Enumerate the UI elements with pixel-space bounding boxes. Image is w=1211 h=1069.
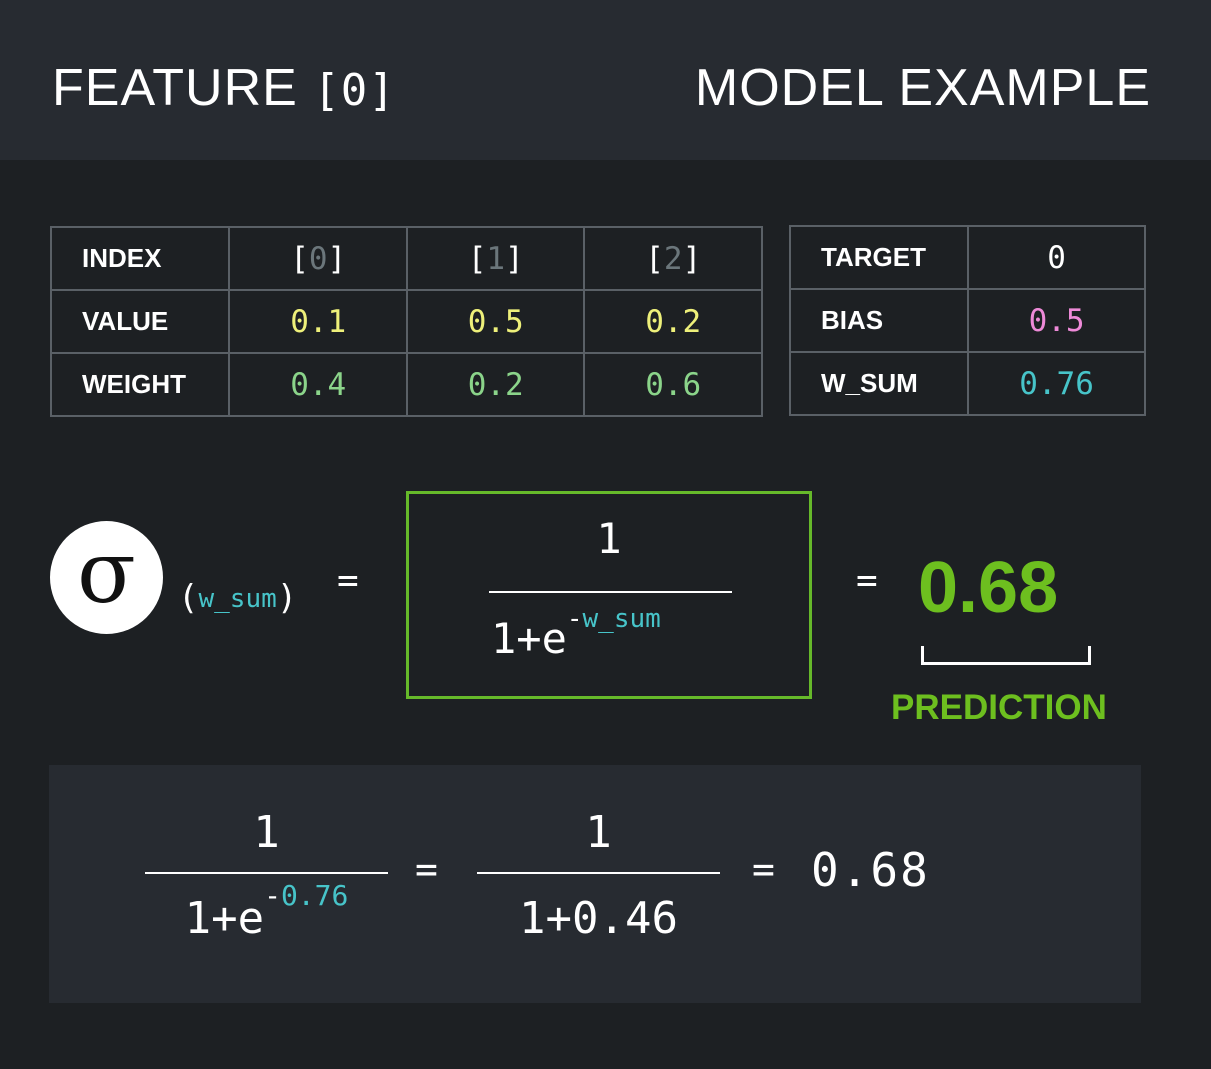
target-row: TARGET 0	[788, 225, 1146, 290]
formula-exponent: -w_sum	[566, 604, 661, 634]
formula-numerator: 1	[596, 514, 622, 563]
index-cell: [0]	[228, 226, 408, 291]
value-cell: 0.5	[405, 289, 586, 354]
fraction-denominator: 1+e-0.76	[184, 879, 349, 944]
index-row: INDEX [0] [1] [2]	[49, 226, 763, 291]
value-cell: 0.1	[228, 289, 408, 354]
title-text: FEATURE	[52, 59, 314, 117]
model-table: TARGET 0 BIAS 0.5 W_SUM 0.76	[788, 225, 1146, 416]
target-value: 0	[967, 225, 1146, 290]
wsum-row: W_SUM 0.76	[788, 351, 1146, 416]
index-label: INDEX	[49, 226, 231, 291]
prediction-bracket	[921, 646, 1091, 665]
equals-sign: =	[415, 847, 438, 891]
fraction-line	[477, 872, 720, 874]
index-cell: [1]	[405, 226, 586, 291]
fraction-numerator: 1	[585, 807, 612, 858]
equals-sign: =	[752, 847, 775, 891]
page-subtitle: MODEL EXAMPLE	[694, 59, 1151, 117]
page-title: FEATURE [0]	[52, 58, 396, 118]
fraction-exponent: -0.76	[264, 879, 349, 912]
fraction-1: 1 1+e-0.76	[145, 765, 388, 1003]
weight-label: WEIGHT	[49, 352, 231, 417]
bias-value: 0.5	[967, 288, 1146, 353]
fraction-denominator: 1+0.46	[519, 893, 678, 944]
sigma-icon: σ	[50, 521, 163, 634]
bias-label: BIAS	[788, 288, 970, 353]
calculation-result: 0.68	[811, 843, 930, 897]
fraction-numerator: 1	[253, 807, 280, 858]
sigma-argument: (w_sum)	[178, 578, 298, 618]
fraction-line	[145, 872, 388, 874]
prediction-label: PREDICTION	[891, 688, 1107, 727]
weight-row: WEIGHT 0.4 0.2 0.6	[49, 352, 763, 417]
weight-cell: 0.6	[583, 352, 763, 417]
prediction-value: 0.68	[918, 548, 1059, 628]
wsum-label: W_SUM	[788, 351, 970, 416]
bias-row: BIAS 0.5	[788, 288, 1146, 353]
title-index: [0]	[313, 65, 396, 116]
value-label: VALUE	[49, 289, 231, 354]
features-table: INDEX [0] [1] [2] VALUE 0.1 0.5 0.2 WEIG…	[49, 226, 763, 417]
header: FEATURE [0] MODEL EXAMPLE	[0, 0, 1211, 160]
fraction-2: 1 1+0.46	[477, 765, 720, 1003]
sigma-argument-name: w_sum	[198, 584, 277, 614]
formula-denominator: 1+e-w_sum	[491, 604, 661, 663]
sigmoid-formula-box: 1 1+e-w_sum	[406, 491, 812, 699]
wsum-value: 0.76	[967, 351, 1146, 416]
calculation-panel: 1 1+e-0.76 = 1 1+0.46 = 0.68	[49, 765, 1141, 1003]
fraction-line	[489, 591, 732, 593]
sigma-symbol: σ	[77, 522, 136, 623]
equals-sign: =	[337, 560, 359, 601]
weight-cell: 0.2	[405, 352, 586, 417]
index-cell: [2]	[583, 226, 763, 291]
weight-cell: 0.4	[228, 352, 408, 417]
value-cell: 0.2	[583, 289, 763, 354]
equals-sign: =	[856, 560, 878, 601]
target-label: TARGET	[788, 225, 970, 290]
value-row: VALUE 0.1 0.5 0.2	[49, 289, 763, 354]
